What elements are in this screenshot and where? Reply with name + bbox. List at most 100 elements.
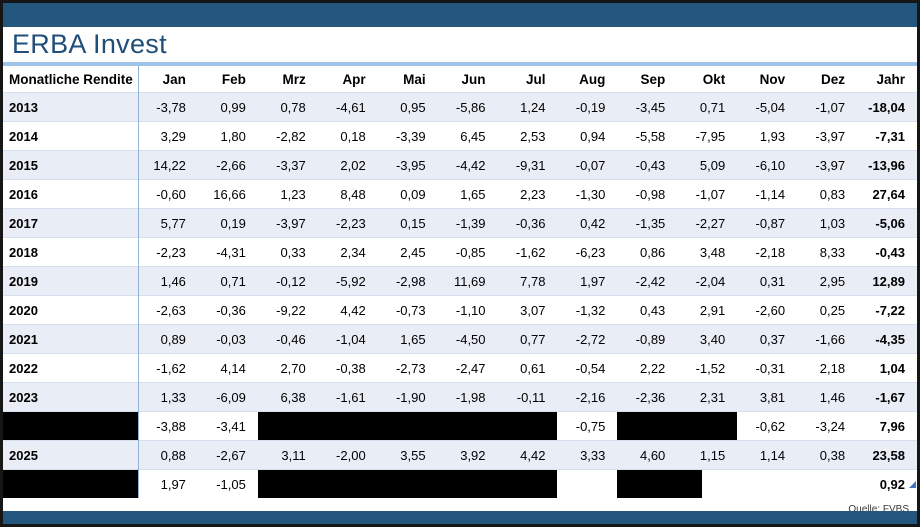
value-cell: 2,95 [819, 273, 846, 289]
table-row: 2017 5,77 0,19 -3,97 -2,23 0,15 -1,39 -0,36 0,42… [3, 208, 917, 238]
value-cell: 3,29 [160, 128, 186, 144]
value-cell: -4,61 [336, 99, 366, 115]
value-cell: -0,73 [395, 302, 426, 318]
redacted-cell [257, 411, 318, 441]
table-row: 2022 -1,62 4,14 2,70 -0,38 -2,73 -2,47 0,61 -0,5… [3, 353, 917, 383]
value-cell: 3,33 [580, 447, 606, 463]
value-cell: -0,43 [635, 157, 666, 173]
value-cell: -2,63 [156, 302, 186, 318]
value-cell: -6,23 [575, 244, 606, 260]
value-cell: -1,30 [575, 186, 606, 202]
value-cell: -1,04 [336, 331, 366, 347]
year-cell: 2021 [3, 324, 139, 354]
redacted-cell [437, 469, 498, 498]
redacted-year-cell [3, 469, 139, 498]
total-cell: -1,67 [875, 389, 905, 405]
value-cell: 0,37 [759, 331, 786, 347]
value-cell: -0,19 [575, 99, 606, 115]
month-header: Okt [702, 71, 726, 87]
value-cell: 2,45 [400, 244, 426, 260]
value-cell: 1,46 [160, 273, 186, 289]
value-cell: -4,31 [216, 244, 246, 260]
title-area: ERBA Invest [3, 27, 917, 62]
value-cell: 2,31 [699, 389, 726, 405]
value-cell: -7,95 [695, 128, 726, 144]
value-cell: 1,65 [460, 186, 486, 202]
redacted-cell [497, 411, 558, 441]
value-cell: -2,23 [156, 244, 186, 260]
value-cell: 2,22 [639, 360, 666, 376]
year-cell: 2025 [3, 440, 139, 470]
value-cell: -3,78 [156, 99, 186, 115]
value-cell: 2,02 [340, 157, 366, 173]
value-cell: 8,48 [340, 186, 366, 202]
year-cell: 2022 [3, 353, 139, 383]
value-cell: -6,10 [755, 157, 786, 173]
value-cell [797, 470, 857, 499]
value-cell: -2,04 [695, 273, 726, 289]
value-cell: 3,81 [759, 389, 786, 405]
value-cell: -2,23 [336, 215, 366, 231]
value-cell: -0,36 [216, 302, 246, 318]
table-row: 2019 1,46 0,71 -0,12 -5,92 -2,98 11,69 7,78 1,97… [3, 266, 917, 296]
value-cell: -0,98 [635, 186, 666, 202]
value-cell: 11,69 [453, 273, 486, 289]
value-cell: 0,19 [220, 215, 246, 231]
redacted-cell [677, 469, 738, 498]
value-cell: -5,92 [336, 273, 366, 289]
total-cell: 1,04 [879, 360, 905, 376]
total-cell: -4,35 [875, 331, 905, 347]
value-cell: -9,22 [276, 302, 306, 318]
value-cell: -1,62 [156, 360, 186, 376]
value-cell: 2,18 [819, 360, 846, 376]
redacted-cell [377, 411, 438, 441]
value-cell: -3,24 [815, 418, 846, 434]
value-cell: -2,42 [635, 273, 666, 289]
redacted-cell [497, 469, 558, 498]
value-cell: -3,97 [276, 215, 306, 231]
table-row: 2023 1,33 -6,09 6,38 -1,61 -1,90 -1,98 -0,11 -2,… [3, 382, 917, 412]
year-cell: 2023 [3, 382, 139, 412]
value-cell: -1,05 [216, 476, 246, 492]
total-cell: 23,58 [872, 447, 905, 463]
value-cell: 1,46 [819, 389, 846, 405]
value-cell: 0,31 [759, 273, 786, 289]
value-cell: -2,00 [336, 447, 366, 463]
value-cell: 3,55 [400, 447, 426, 463]
value-cell: 1,97 [160, 476, 186, 492]
value-cell: -4,42 [455, 157, 486, 173]
value-cell: 1,80 [220, 128, 246, 144]
month-header: Jun [461, 71, 486, 87]
value-cell: 0,71 [220, 273, 246, 289]
value-cell: -2,98 [395, 273, 426, 289]
value-cell: 0,15 [400, 215, 426, 231]
year-cell: 2019 [3, 266, 139, 296]
total-cell: -0,43 [875, 244, 905, 260]
value-cell: -1,35 [635, 215, 666, 231]
value-cell: -0,87 [755, 215, 786, 231]
value-cell: 0,61 [520, 360, 546, 376]
redacted-cell [677, 411, 738, 441]
month-header: Jul [525, 71, 546, 87]
top-accent-bar [3, 3, 917, 27]
value-cell: 0,77 [520, 331, 546, 347]
value-cell: 4,14 [220, 360, 246, 376]
value-cell: 3,92 [460, 447, 486, 463]
month-header: Jan [162, 71, 186, 87]
value-cell: -1,98 [455, 389, 486, 405]
value-cell: 16,66 [213, 186, 246, 202]
value-cell: 8,33 [819, 244, 846, 260]
value-cell: 0,89 [160, 331, 186, 347]
value-cell: -1,10 [455, 302, 486, 318]
value-cell: 1,97 [580, 273, 606, 289]
value-cell: 0,33 [280, 244, 306, 260]
value-cell: 1,33 [160, 389, 186, 405]
value-cell: -3,95 [395, 157, 426, 173]
table-row: 2014 3,29 1,80 -2,82 0,18 -3,39 6,45 2,53 0,94 -5… [3, 121, 917, 151]
value-cell: 3,11 [281, 447, 306, 463]
value-cell: 0,25 [819, 302, 846, 318]
value-cell: 0,86 [639, 244, 666, 260]
value-cell: -1,90 [395, 389, 426, 405]
value-cell: -0,36 [515, 215, 546, 231]
value-cell: -0,89 [635, 331, 666, 347]
